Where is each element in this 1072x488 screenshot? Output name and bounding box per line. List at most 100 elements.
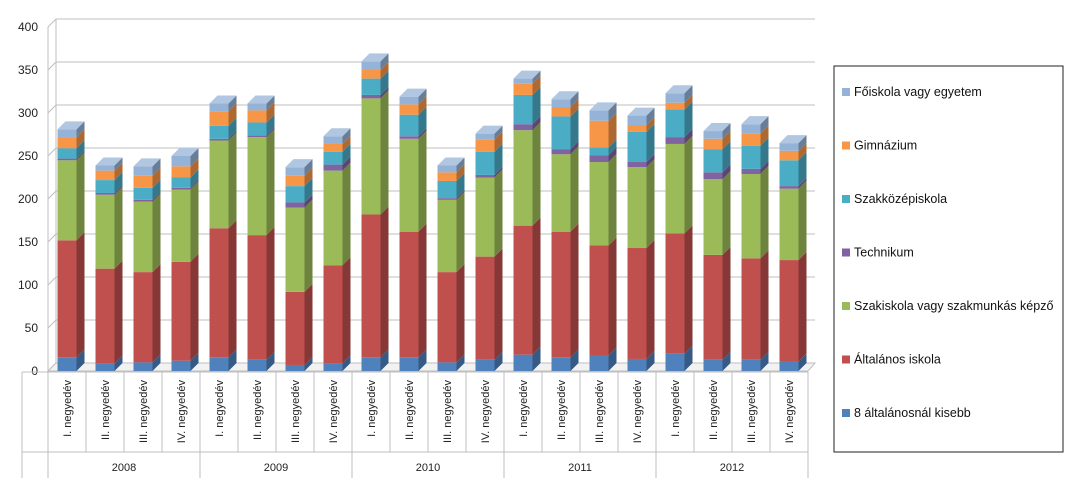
bar-segment [551, 98, 579, 117]
legend-swatch [842, 88, 850, 96]
x-category-label: IV. negyedév [632, 380, 644, 444]
bar-front [57, 129, 77, 138]
bar-side [456, 157, 465, 173]
bar-side [342, 355, 351, 371]
bar-side [646, 107, 655, 126]
bar-segment [133, 191, 161, 202]
bar-side [608, 112, 617, 148]
bar-top [475, 125, 503, 134]
bar-side [228, 117, 237, 139]
bar-side [304, 167, 313, 187]
bar-front [627, 358, 647, 371]
bar-front [589, 147, 609, 156]
bar-side [152, 193, 161, 273]
bar-side [380, 349, 389, 371]
bar-front [551, 106, 571, 117]
bar-front [361, 94, 381, 99]
bar-front [551, 149, 571, 155]
bar-side [266, 102, 275, 123]
y-tick-label: 100 [18, 278, 38, 292]
bar-front [95, 268, 115, 364]
bar-segment [589, 237, 617, 356]
legend-label: Technikum [854, 246, 914, 260]
bar-front [133, 166, 153, 176]
bar-segment [741, 166, 769, 259]
bar-side [760, 160, 769, 175]
bar-segment [285, 194, 313, 208]
bar-front [475, 133, 495, 140]
bar-side [760, 351, 769, 371]
bar-front [323, 265, 343, 364]
bar-front [247, 135, 267, 138]
bar-segment [437, 191, 465, 273]
x-category-label: I. negyedév [62, 380, 74, 437]
bar-side [76, 349, 85, 371]
bar-side [456, 164, 465, 181]
bar-segment [133, 167, 161, 188]
bar-segment [551, 108, 579, 150]
bar-segment [209, 220, 237, 358]
bar-front [171, 261, 191, 361]
bar-front [95, 165, 115, 171]
bar-front [703, 149, 723, 173]
bar-segment [95, 157, 123, 171]
category-axis-grid [21, 371, 809, 478]
bar-front [247, 103, 267, 111]
bar-side [266, 129, 275, 236]
x-group-label: 2009 [264, 462, 288, 474]
bar-segment [95, 184, 123, 195]
bar-segment [665, 135, 693, 234]
bar-side [684, 85, 693, 103]
bar-front [551, 99, 571, 107]
x-category-label: III. negyedév [594, 380, 606, 443]
bar-segment [703, 246, 731, 360]
bar-front [437, 172, 457, 181]
bar-segment [475, 125, 503, 140]
bar-side [494, 351, 503, 371]
bar-side [570, 141, 579, 155]
bar-side [722, 130, 731, 150]
bar-top [551, 91, 579, 100]
bar-segment [779, 178, 807, 189]
bar-front [475, 177, 495, 257]
bar-segment [171, 352, 199, 371]
bar-side [684, 94, 693, 110]
bar-segment [627, 123, 655, 163]
bar-side [760, 250, 769, 360]
bar-side [114, 157, 123, 171]
bar-segment [475, 351, 503, 371]
y-tick-label: 150 [18, 235, 38, 249]
bar-front [437, 199, 457, 273]
bar-side [684, 225, 693, 354]
legend-swatch [842, 409, 850, 417]
bar-side [190, 158, 199, 178]
bar-segment [437, 164, 465, 181]
bar-segment [475, 248, 503, 360]
bar-front [779, 160, 799, 187]
bar-side [494, 248, 503, 360]
bar-top [133, 158, 161, 167]
bar-side [418, 349, 427, 371]
bar-side [532, 122, 541, 226]
bar-side [342, 135, 351, 152]
bar-segment [437, 190, 465, 200]
bar-side [304, 194, 313, 208]
bar-front [475, 359, 495, 371]
bar-side [608, 154, 617, 246]
x-category-label: I. negyedév [214, 380, 226, 437]
bar-segment [665, 345, 693, 371]
bar-segment [57, 121, 85, 138]
y-tick-label: 400 [18, 20, 38, 34]
bar-segment [171, 148, 199, 167]
bar-side [380, 53, 389, 70]
bar-front [323, 164, 343, 171]
bar-front [551, 116, 571, 150]
bar-segment [399, 106, 427, 137]
bar-side [456, 172, 465, 199]
bar-front [247, 359, 267, 371]
bar-segment [513, 116, 541, 131]
bar-side [76, 140, 85, 159]
x-category-label: IV. negyedév [784, 380, 796, 444]
bar-front [209, 125, 229, 139]
bar-segment [209, 130, 237, 141]
